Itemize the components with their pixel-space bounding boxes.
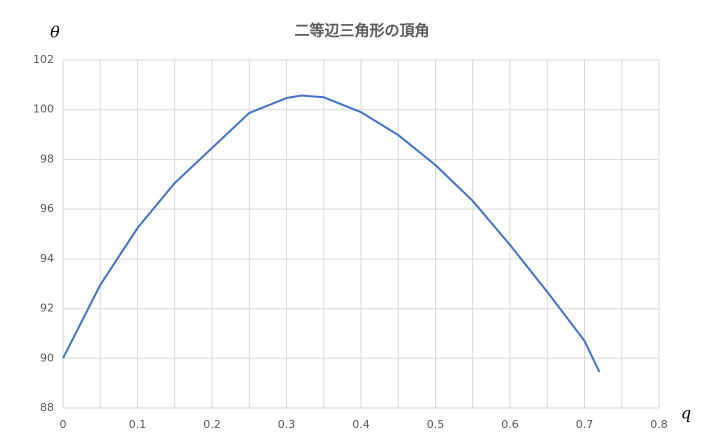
- x-axis-label: q: [681, 404, 691, 423]
- y-tick-label: 88: [40, 401, 54, 414]
- x-tick-label: 0.2: [203, 418, 221, 431]
- y-tick-label: 96: [40, 202, 54, 215]
- x-tick-label: 0: [60, 418, 67, 431]
- x-tick-label: 0.8: [650, 418, 668, 431]
- y-tick-label: 92: [40, 302, 54, 315]
- y-axis-label: θ: [50, 23, 60, 42]
- x-tick-label: 0.3: [278, 418, 296, 431]
- x-tick-label: 0.1: [129, 418, 147, 431]
- data-line: [62, 94, 601, 373]
- x-tick-label: 0.4: [352, 418, 370, 431]
- x-tick-label: 0.7: [576, 418, 594, 431]
- y-tick-label: 100: [33, 103, 54, 116]
- chart-title: 二等辺三角形の頂角: [294, 22, 429, 40]
- y-tick-label: 90: [40, 351, 54, 364]
- y-tick-label: 98: [40, 152, 54, 165]
- x-tick-label: 0.5: [427, 418, 445, 431]
- y-tick-label: 94: [40, 252, 54, 265]
- x-tick-label: 0.6: [501, 418, 519, 431]
- y-tick-label: 102: [33, 53, 54, 66]
